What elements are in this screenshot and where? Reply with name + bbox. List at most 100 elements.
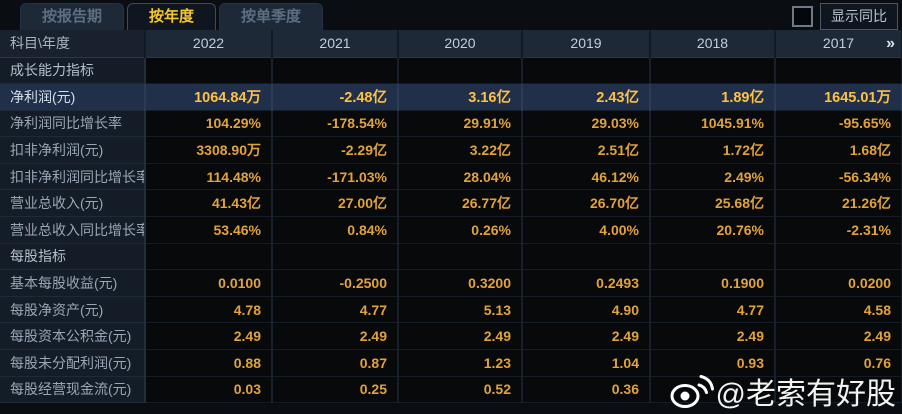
table-cell: 1645.01万 <box>775 83 902 111</box>
more-years-chevron-icon[interactable]: » <box>886 35 895 52</box>
tab-by-year[interactable]: 按年度 <box>127 3 217 30</box>
table-cell: 4.90 <box>522 296 651 324</box>
financial-table: 科目\年度 2022 2021 2020 2019 2018 2017 » 成长… <box>0 30 902 404</box>
table-cell <box>522 243 651 271</box>
table-cell: 1.89亿 <box>650 83 776 111</box>
row-label: 每股净资产(元) <box>0 296 146 324</box>
table-cell: -2.29亿 <box>272 136 399 164</box>
table-cell: 2.49 <box>398 322 523 351</box>
table-cell: 5.13 <box>398 296 523 324</box>
tab-by-report-period[interactable]: 按报告期 <box>20 3 125 30</box>
corner-header: 科目\年度 <box>0 30 146 58</box>
table-cell: 2.49 <box>272 322 399 351</box>
row-label: 净利润同比增长率 <box>0 110 146 138</box>
table-cell: 28.04% <box>398 163 523 191</box>
row-label: 扣非净利润同比增长率 <box>0 163 146 191</box>
table-row[interactable]: 营业总收入同比增长率 53.46% 0.84% 0.26% 4.00% 20.76% -2.… <box>0 216 902 244</box>
year-header-2021: 2021 <box>272 30 399 58</box>
table-cell <box>272 57 399 85</box>
table-cell: -2.48亿 <box>272 83 399 111</box>
table-cell <box>650 57 776 85</box>
table-cell: -0.2500 <box>272 269 399 297</box>
table-cell: -56.34% <box>775 163 902 191</box>
table-cell: 2.49 <box>775 322 902 351</box>
table-cell <box>775 243 902 271</box>
table-cell: 21.26亿 <box>775 189 902 218</box>
show-yoy-label[interactable]: 显示同比 <box>820 3 898 30</box>
year-header-2022: 2022 <box>145 30 273 58</box>
table-row[interactable]: 基本每股收益(元) 0.0100 -0.2500 0.3200 0.2493 0.1900… <box>0 269 902 297</box>
table-cell <box>650 243 776 271</box>
table-cell: 20.76% <box>650 216 776 244</box>
row-label: 每股经营现金流(元) <box>0 376 146 404</box>
table-row[interactable]: 扣非净利润(元) 3308.90万 -2.29亿 3.22亿 2.51亿 1.72亿 1.6… <box>0 136 902 164</box>
table-cell: 2.49 <box>145 322 273 351</box>
table-cell: 0.87 <box>272 349 399 377</box>
table-cell <box>145 57 273 85</box>
table-cell: 3.16亿 <box>398 83 523 111</box>
table-cell <box>398 243 523 271</box>
table-row[interactable]: 净利润同比增长率 104.29% -178.54% 29.91% 29.03% 1045.… <box>0 110 902 138</box>
table-cell: 2.43亿 <box>522 83 651 111</box>
yoy-controls: 显示同比 <box>792 3 898 30</box>
table-cell: 0.2493 <box>522 269 651 297</box>
table-cell: 2.49 <box>522 322 651 351</box>
table-cell: 26.70亿 <box>522 189 651 218</box>
table-cell: 104.29% <box>145 110 273 138</box>
table-cell: 46.12% <box>522 163 651 191</box>
table-cell: 114.48% <box>145 163 273 191</box>
table-row[interactable]: 营业总收入(元) 41.43亿 27.00亿 26.77亿 26.70亿 25.68亿 21… <box>0 189 902 218</box>
row-label: 每股指标 <box>0 243 146 271</box>
row-label: 每股未分配利润(元) <box>0 349 146 377</box>
table-cell: 0.26% <box>398 216 523 244</box>
table-cell <box>522 57 651 85</box>
table-cell: -2.31% <box>775 216 902 244</box>
table-cell: 41.43亿 <box>145 189 273 218</box>
row-label: 扣非净利润(元) <box>0 136 146 164</box>
row-label: 营业总收入同比增长率 <box>0 216 146 244</box>
table-cell: 4.58 <box>775 296 902 324</box>
table-cell <box>145 243 273 271</box>
table-cell: 0.1900 <box>650 269 776 297</box>
table-cell: 0.52 <box>398 376 523 404</box>
table-cell <box>398 57 523 85</box>
table-body: 成长能力指标 净利润(元) 1064.84万 -2.48亿 3.16亿 2.43亿 1.89… <box>0 57 902 404</box>
table-row[interactable]: 每股经营现金流(元) 0.03 0.25 0.52 0.36 <box>0 376 902 404</box>
table-row[interactable]: 每股资本公积金(元) 2.49 2.49 2.49 2.49 2.49 2.49 <box>0 322 902 351</box>
table-cell: 0.3200 <box>398 269 523 297</box>
table-cell: 4.78 <box>145 296 273 324</box>
table-cell <box>775 376 902 404</box>
table-cell: 0.76 <box>775 349 902 377</box>
table-row[interactable]: 每股未分配利润(元) 0.88 0.87 1.23 1.04 0.93 0.76 <box>0 349 902 377</box>
table-cell: 1.04 <box>522 349 651 377</box>
table-cell: -95.65% <box>775 110 902 138</box>
year-header-2020: 2020 <box>398 30 523 58</box>
table-cell: 0.0100 <box>145 269 273 297</box>
table-cell: 29.91% <box>398 110 523 138</box>
table-cell: 0.36 <box>522 376 651 404</box>
show-yoy-checkbox[interactable] <box>792 6 813 27</box>
table-cell: 4.77 <box>650 296 776 324</box>
table-cell: 4.77 <box>272 296 399 324</box>
table-row[interactable]: 每股指标 <box>0 243 902 271</box>
table-row[interactable]: 每股净资产(元) 4.78 4.77 5.13 4.90 4.77 4.58 <box>0 296 902 324</box>
table-cell <box>775 57 902 85</box>
row-label: 营业总收入(元) <box>0 189 146 218</box>
tab-by-single-quarter[interactable]: 按单季度 <box>219 3 324 30</box>
table-row[interactable]: 净利润(元) 1064.84万 -2.48亿 3.16亿 2.43亿 1.89亿 1645.… <box>0 83 902 111</box>
table-cell: -178.54% <box>272 110 399 138</box>
table-cell: 0.93 <box>650 349 776 377</box>
table-cell: 53.46% <box>145 216 273 244</box>
row-label: 净利润(元) <box>0 83 146 111</box>
table-cell: 0.03 <box>145 376 273 404</box>
year-header-2018: 2018 <box>650 30 776 58</box>
table-cell: 3.22亿 <box>398 136 523 164</box>
table-cell: 1045.91% <box>650 110 776 138</box>
table-row[interactable]: 扣非净利润同比增长率 114.48% -171.03% 28.04% 46.12% 2.4… <box>0 163 902 191</box>
table-cell: 1.68亿 <box>775 136 902 164</box>
table-cell: 0.0200 <box>775 269 902 297</box>
table-cell: 2.49 <box>650 322 776 351</box>
row-label: 基本每股收益(元) <box>0 269 146 297</box>
table-row[interactable]: 成长能力指标 <box>0 57 902 85</box>
table-cell: 29.03% <box>522 110 651 138</box>
